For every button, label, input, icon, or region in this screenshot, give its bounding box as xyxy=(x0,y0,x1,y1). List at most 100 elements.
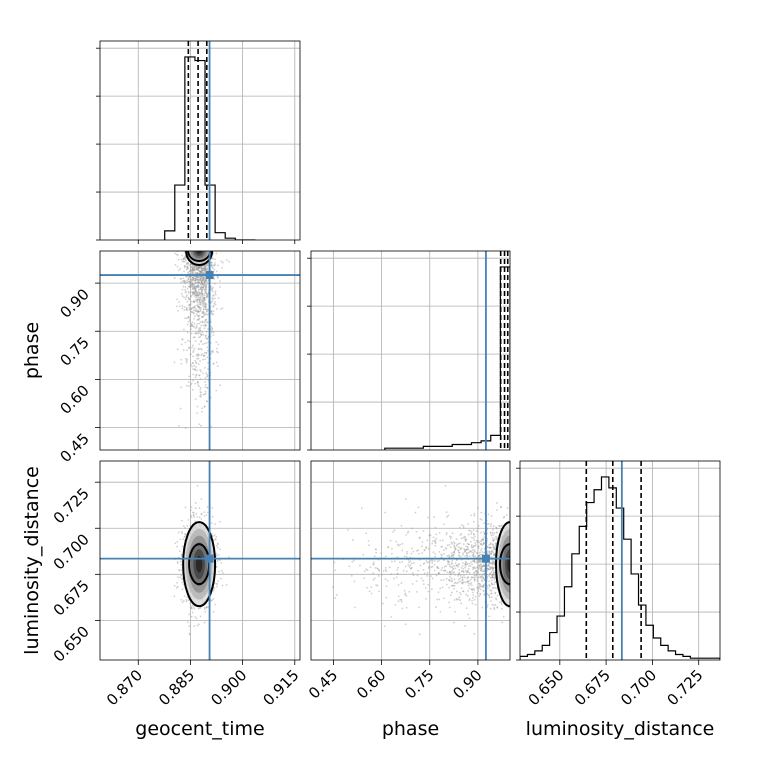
sample-point xyxy=(486,606,489,608)
sample-point xyxy=(463,551,466,553)
sample-point xyxy=(469,565,472,567)
sample-point xyxy=(203,608,206,610)
sample-point xyxy=(426,571,429,574)
sample-point xyxy=(210,264,213,267)
sample-point xyxy=(467,523,469,526)
sample-point xyxy=(197,310,200,313)
sample-point xyxy=(431,588,433,591)
sample-point xyxy=(203,268,206,271)
sample-point xyxy=(192,268,195,271)
sample-point xyxy=(483,578,485,580)
sample-point xyxy=(197,294,200,297)
sample-point xyxy=(184,256,186,259)
sample-point xyxy=(463,548,466,551)
sample-point xyxy=(199,327,202,329)
sample-point xyxy=(372,578,375,581)
sample-point xyxy=(198,374,201,377)
sample-point xyxy=(458,555,461,558)
sample-point xyxy=(445,531,448,534)
sample-point xyxy=(200,295,203,298)
sample-point xyxy=(180,553,183,556)
sample-point xyxy=(351,539,354,541)
sample-point xyxy=(186,266,189,269)
sample-point xyxy=(369,566,372,569)
sample-point xyxy=(196,314,199,317)
sample-point xyxy=(202,277,205,280)
sample-point xyxy=(189,286,192,289)
sample-point xyxy=(199,286,202,289)
sample-point xyxy=(194,293,197,296)
sample-point xyxy=(419,536,421,539)
sample-point xyxy=(490,525,492,528)
sample-point xyxy=(353,580,356,583)
sample-point xyxy=(206,337,209,340)
sample-point xyxy=(220,308,222,311)
sample-point xyxy=(203,277,205,280)
sample-point xyxy=(480,518,483,521)
sample-point xyxy=(470,532,473,535)
sample-point xyxy=(464,625,466,627)
sample-point xyxy=(192,266,195,269)
sample-point xyxy=(221,266,223,269)
sample-point xyxy=(211,290,214,293)
sample-point xyxy=(180,258,183,261)
sample-point xyxy=(181,581,184,584)
sample-point xyxy=(198,516,201,519)
sample-point xyxy=(199,347,202,350)
sample-point xyxy=(200,270,203,273)
sample-point xyxy=(195,275,198,278)
sample-point xyxy=(453,578,456,581)
sample-point xyxy=(195,276,198,279)
sample-point xyxy=(192,269,195,272)
truth-marker xyxy=(481,554,490,563)
sample-point xyxy=(495,527,498,530)
sample-point xyxy=(474,603,477,606)
sample-point xyxy=(190,291,193,293)
sample-point xyxy=(490,534,493,537)
sample-point xyxy=(399,543,402,546)
sample-point xyxy=(205,606,208,609)
sample-point xyxy=(198,307,201,310)
sample-point xyxy=(191,511,194,514)
sample-point xyxy=(193,625,196,627)
sample-point xyxy=(181,588,184,591)
sample-point xyxy=(501,607,503,610)
sample-point xyxy=(477,590,480,592)
sample-point xyxy=(202,333,205,336)
sample-point xyxy=(408,565,411,568)
sample-point xyxy=(194,277,197,280)
sample-point xyxy=(473,598,476,601)
sample-point xyxy=(219,548,221,551)
sample-point xyxy=(215,389,218,392)
sample-point xyxy=(186,300,189,303)
sample-point xyxy=(196,369,198,372)
sample-point xyxy=(457,549,460,552)
sample-point xyxy=(196,380,199,383)
sample-point xyxy=(199,310,202,312)
sample-point xyxy=(448,579,450,581)
sample-point xyxy=(476,586,479,589)
sample-point xyxy=(186,267,189,270)
sample-point xyxy=(188,613,190,616)
sample-point xyxy=(203,298,206,301)
sample-point xyxy=(189,322,192,325)
sample-point xyxy=(197,348,200,351)
sample-point xyxy=(460,524,463,526)
sample-point xyxy=(473,574,476,577)
sample-point xyxy=(195,300,198,302)
sample-point xyxy=(199,283,202,286)
sample-point xyxy=(204,323,207,326)
sample-point xyxy=(203,299,206,302)
sample-point xyxy=(491,561,494,564)
sample-point xyxy=(193,265,196,268)
sample-point xyxy=(449,573,452,576)
panel-grid-1-0 xyxy=(100,251,300,450)
sample-point xyxy=(475,552,478,554)
sample-point xyxy=(203,327,206,330)
sample-point xyxy=(197,266,200,269)
sample-point xyxy=(186,287,189,290)
sample-point xyxy=(467,551,470,554)
sample-point xyxy=(221,307,224,310)
sample-point xyxy=(462,570,465,573)
sample-point xyxy=(400,524,403,527)
